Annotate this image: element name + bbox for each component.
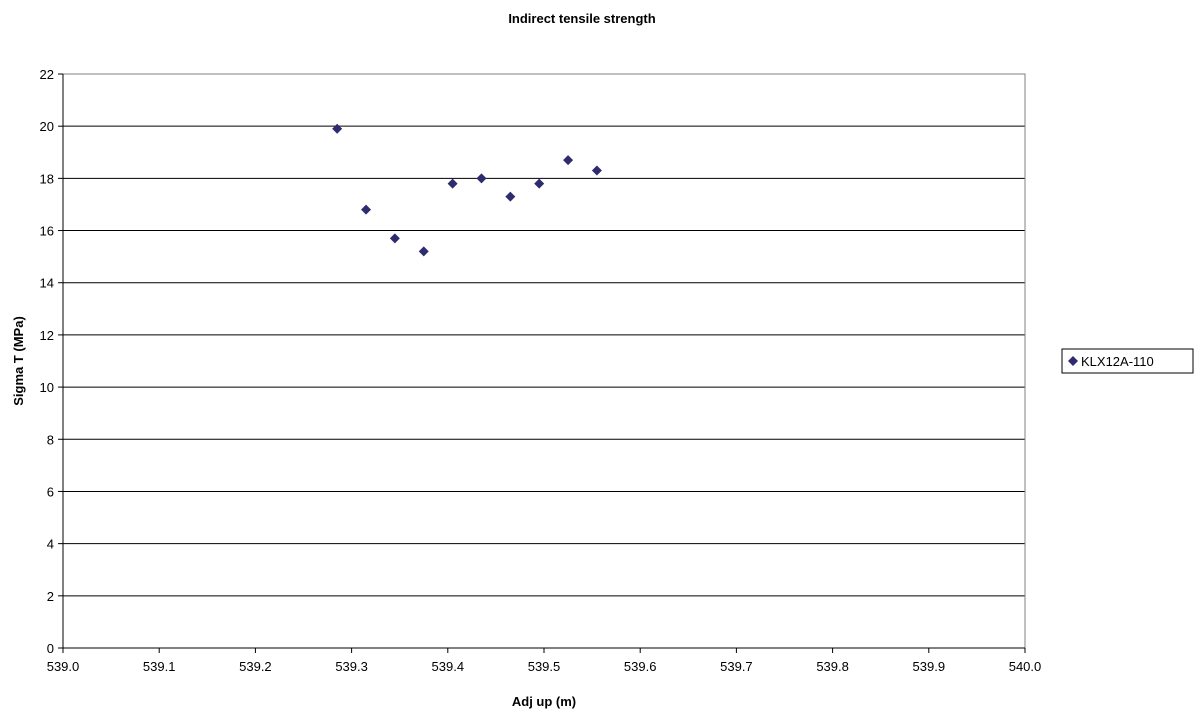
plot-area-border — [62, 73, 1026, 649]
legend: KLX12A-110 — [1061, 348, 1194, 374]
legend-marker-diamond-icon — [1068, 356, 1078, 366]
x-tick-label: 539.4 — [432, 659, 465, 674]
y-tick-label: 0 — [47, 641, 54, 656]
y-tick-label: 12 — [40, 328, 54, 343]
data-point — [591, 165, 602, 176]
y-tick-label: 10 — [40, 380, 54, 395]
y-tick-label: 8 — [47, 432, 54, 447]
data-point — [418, 246, 429, 257]
x-tick-label: 540.0 — [1009, 659, 1042, 674]
data-point — [476, 173, 487, 184]
data-point — [563, 155, 574, 166]
x-tick-label: 539.2 — [239, 659, 272, 674]
x-tick-label: 539.0 — [47, 659, 80, 674]
y-tick-label: 18 — [40, 171, 54, 186]
x-tick-labels: 539.0 539.1 539.2 539.3 539.4 539.5 539.6 539.7… — [47, 659, 1042, 674]
y-axis-label: Sigma T (MPa) — [11, 316, 26, 406]
y-tick-label: 14 — [40, 276, 54, 291]
data-point — [361, 204, 372, 215]
axes — [58, 73, 1026, 653]
y-tick-label: 6 — [47, 484, 54, 499]
legend-entry-label: KLX12A-110 — [1081, 354, 1154, 369]
x-axis-label: Adj up (m) — [512, 694, 576, 709]
y-tick-labels: 0 2 4 6 8 10 12 14 16 18 20 22 — [40, 67, 54, 656]
y-tick-label: 16 — [40, 224, 54, 239]
y-tick-label: 2 — [47, 589, 54, 604]
data-point — [505, 191, 516, 202]
data-points — [332, 123, 602, 257]
x-tick-label: 539.8 — [816, 659, 849, 674]
gridlines — [63, 73, 1025, 597]
chart-title: Indirect tensile strength — [508, 11, 655, 26]
data-point — [332, 123, 343, 134]
data-point — [389, 233, 400, 244]
data-point — [447, 178, 458, 189]
x-tick-label: 539.1 — [143, 659, 176, 674]
x-tick-label: 539.7 — [720, 659, 753, 674]
x-tick-label: 539.5 — [528, 659, 561, 674]
y-tick-label: 20 — [40, 119, 54, 134]
x-tick-label: 539.6 — [624, 659, 657, 674]
x-tick-label: 539.3 — [335, 659, 368, 674]
data-point — [534, 178, 545, 189]
legend-box — [1061, 348, 1194, 374]
x-tick-label: 539.9 — [913, 659, 946, 674]
y-tick-label: 22 — [40, 67, 54, 82]
y-tick-label: 4 — [47, 537, 54, 552]
